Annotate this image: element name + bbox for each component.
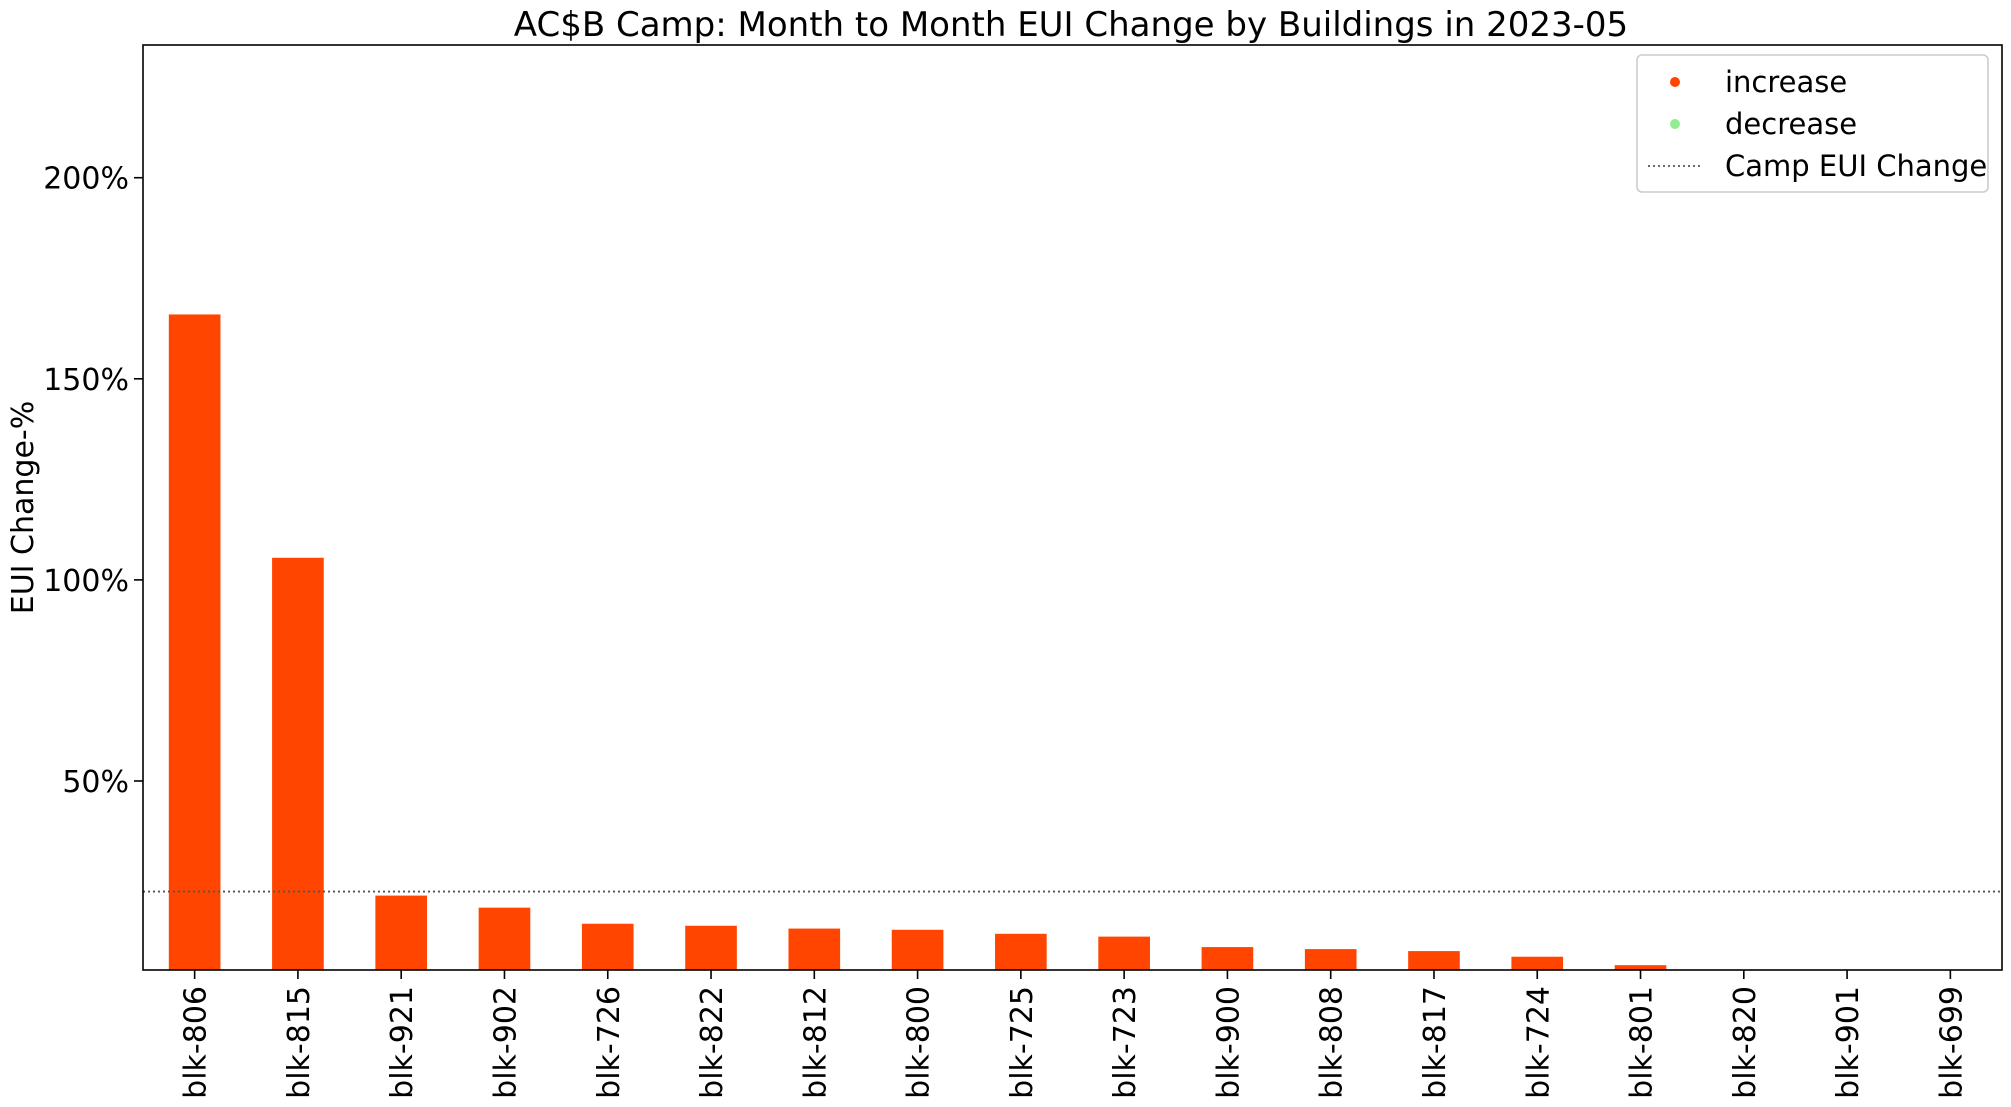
x-tick-label: blk-800 bbox=[902, 986, 937, 1099]
x-tick-label: blk-725 bbox=[1005, 986, 1040, 1099]
plot-frame bbox=[142, 44, 2003, 971]
x-tick-label: blk-902 bbox=[488, 986, 523, 1099]
x-tick-label: blk-699 bbox=[1934, 986, 1969, 1099]
bar-blk-921 bbox=[375, 895, 428, 970]
legend-marker-decrease bbox=[1670, 119, 1680, 129]
x-tick-label: blk-820 bbox=[1728, 986, 1763, 1099]
y-tick-label: 200% bbox=[43, 162, 129, 197]
bar-blk-902 bbox=[478, 907, 531, 970]
y-tick-label: 50% bbox=[62, 765, 129, 800]
bar-blk-806 bbox=[168, 314, 221, 970]
legend-marker-increase bbox=[1670, 77, 1680, 87]
bar-blk-801 bbox=[1614, 965, 1667, 970]
x-tick-label: blk-801 bbox=[1625, 986, 1660, 1099]
bar-blk-817 bbox=[1408, 951, 1460, 970]
x-tick-label: blk-724 bbox=[1521, 986, 1556, 1099]
chart-title: AC$B Camp: Month to Month EUI Change by … bbox=[514, 5, 1628, 45]
legend-label: decrease bbox=[1725, 107, 1857, 141]
bar-blk-812 bbox=[788, 928, 841, 970]
bar-blk-822 bbox=[685, 925, 737, 970]
x-tick-label: blk-900 bbox=[1211, 986, 1246, 1099]
x-tick-label: blk-726 bbox=[592, 986, 627, 1099]
legend-label: Camp EUI Change bbox=[1725, 149, 1987, 183]
bar-blk-900 bbox=[1201, 947, 1254, 970]
legend-box bbox=[1636, 54, 1989, 193]
x-tick-label: blk-808 bbox=[1315, 986, 1350, 1099]
bar-blk-800 bbox=[891, 929, 944, 970]
bar-blk-724 bbox=[1511, 956, 1564, 970]
x-tick-label: blk-815 bbox=[282, 986, 317, 1099]
bar-blk-725 bbox=[995, 933, 1047, 970]
bar-blk-815 bbox=[272, 557, 324, 970]
x-tick-label: blk-921 bbox=[385, 986, 420, 1099]
y-tick-label: 100% bbox=[43, 564, 129, 599]
x-tick-label: blk-812 bbox=[798, 986, 833, 1099]
x-tick-label: blk-723 bbox=[1108, 986, 1143, 1099]
bar-blk-726 bbox=[581, 923, 634, 970]
x-tick-label: blk-901 bbox=[1831, 986, 1866, 1099]
legend-label: increase bbox=[1725, 65, 1847, 99]
x-tick-label: blk-822 bbox=[695, 986, 730, 1099]
y-tick-label: 150% bbox=[43, 363, 129, 398]
bar-blk-808 bbox=[1304, 949, 1357, 970]
bars-group bbox=[168, 314, 1667, 970]
bar-blk-723 bbox=[1098, 936, 1150, 970]
x-tick-label: blk-817 bbox=[1418, 986, 1453, 1099]
y-axis: 50% 100% 150% 200% bbox=[43, 162, 143, 800]
y-axis-label: EUI Change-% bbox=[6, 401, 41, 615]
x-tick-label: blk-806 bbox=[179, 986, 214, 1099]
legend: increase decrease Camp EUI Change bbox=[1636, 54, 1989, 193]
x-axis: blk-806 blk-815 blk-921 blk-902 blk-726 blk-8… bbox=[179, 970, 1969, 1099]
